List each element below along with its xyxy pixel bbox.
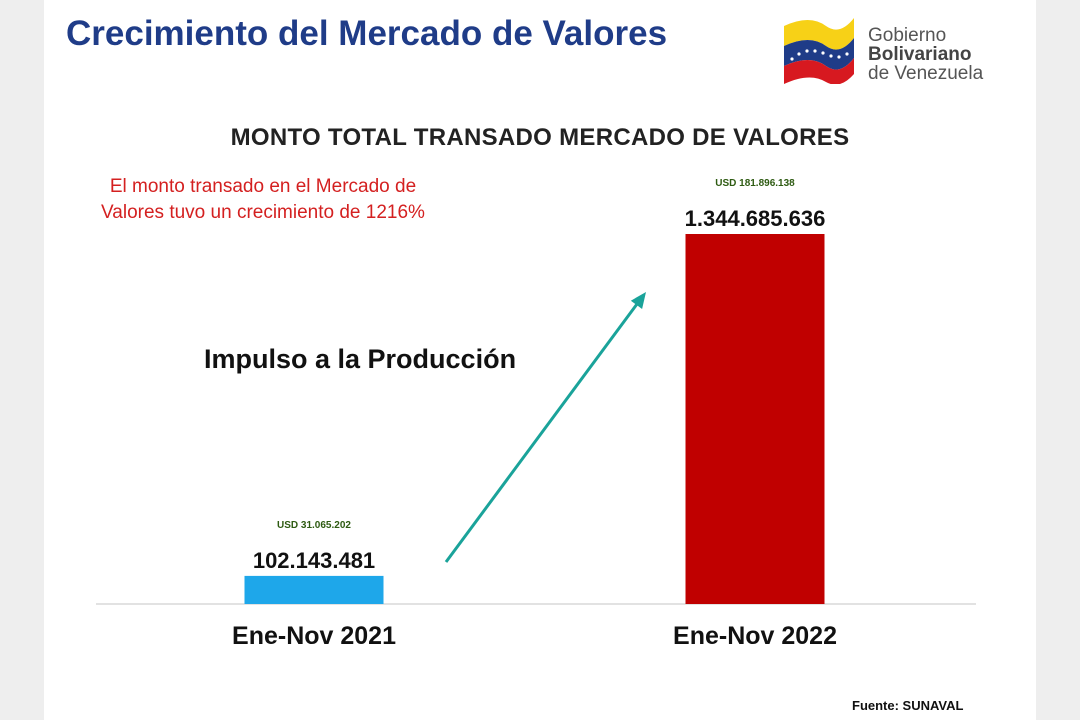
slogan-text: Impulso a la Producción [204, 344, 517, 374]
growth-arrow-icon [444, 299, 642, 563]
bar-usd-label-1: USD 31.065.202 [277, 520, 351, 531]
bar-chart: 102.143.481 USD 31.065.202 Ene-Nov 2021 1.3… [96, 178, 976, 650]
category-label-1: Ene-Nov 2021 [232, 622, 396, 650]
bar-value-label-2: 1.344.685.636 [685, 206, 826, 231]
bar-value-label-1: 102.143.481 [253, 548, 375, 573]
bars-group: 102.143.481 USD 31.065.202 Ene-Nov 2021 1.3… [232, 178, 837, 650]
page-title: Crecimiento del Mercado de Valores [66, 14, 668, 53]
category-label-2: Ene-Nov 2022 [673, 622, 837, 650]
government-logo: Gobierno Bolivariano de Venezuela [782, 8, 1032, 88]
logo-line-2: Bolivariano [868, 44, 972, 65]
bar-usd-label-2: USD 181.896.138 [715, 178, 795, 189]
arrow-head-icon [630, 292, 646, 310]
slide: Crecimiento del Mercado de Valores Gobie… [44, 0, 1036, 720]
logo-text: Gobierno Bolivariano de Venezuela [868, 26, 983, 83]
bar-2 [685, 234, 825, 604]
source-label: Fuente: SUNAVAL [852, 698, 964, 713]
bar-1 [244, 575, 384, 604]
chart-title: MONTO TOTAL TRANSADO MERCADO DE VALORES [230, 124, 850, 151]
growth-note: El monto transado en el Mercado de Valor… [101, 176, 425, 223]
logo-line-1: Gobierno [868, 25, 947, 46]
logo-line-3: de Venezuela [868, 63, 984, 84]
venezuela-flag-icon [784, 18, 854, 84]
